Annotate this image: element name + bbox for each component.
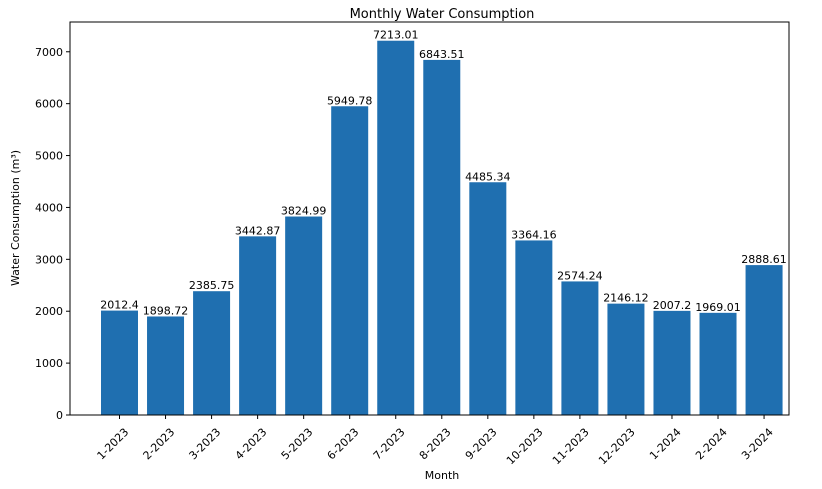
y-tick-label-2000: 2000: [35, 305, 63, 318]
bar-3-2023: [193, 291, 231, 415]
x-tick-label-8-2023: 8-2023: [417, 426, 454, 463]
y-tick-label-7000: 7000: [35, 46, 63, 59]
x-tick-label-3-2023: 3-2023: [187, 426, 224, 463]
x-axis: 1-2023 2-2023 3-2023 4-2023 5-2023 6-2023 7-20…: [95, 415, 776, 467]
bar-5-2023: [285, 216, 323, 415]
data-label-11-2023: 2574.24: [557, 269, 603, 282]
data-label-1-2024: 2007.2: [653, 299, 692, 312]
data-label-3-2024: 2888.61: [741, 253, 787, 266]
plot-frame: [69, 21, 790, 416]
data-label-5-2023: 3824.99: [281, 205, 327, 218]
bar-1-2023: [101, 310, 138, 415]
x-tick-label-1-2024: 1-2024: [647, 426, 684, 463]
x-tick-label-3-2024: 3-2024: [739, 426, 776, 463]
bar-9-2023: [469, 182, 507, 415]
y-tick-label-3000: 3000: [35, 253, 63, 266]
data-label-6-2023: 5949.78: [327, 94, 373, 107]
data-label-3-2023: 2385.75: [189, 279, 235, 292]
x-tick-label-1-2023: 1-2023: [95, 426, 132, 463]
x-tick-label-11-2023: 11-2023: [550, 426, 592, 468]
x-tick-label-2-2024: 2-2024: [693, 426, 730, 463]
y-tick-label-1000: 1000: [35, 357, 63, 370]
bar-7-2023: [377, 40, 415, 416]
bar-12-2023: [607, 303, 645, 415]
y-tick-label-0: 0: [56, 409, 63, 422]
y-tick-label-4000: 4000: [35, 201, 63, 214]
x-tick-label-2-2023: 2-2023: [141, 426, 178, 463]
data-label-10-2023: 3364.16: [511, 228, 557, 241]
x-tick-label-5-2023: 5-2023: [279, 426, 316, 463]
data-label-2-2024: 1969.01: [695, 301, 741, 314]
y-axis: 0 1000 2000 3000 4000 5000 6000 7000: [35, 46, 70, 422]
bar-2-2024: [699, 312, 737, 415]
data-label-7-2023: 7213.01: [373, 29, 419, 42]
bar-1-2024: [653, 310, 691, 415]
chart-title: Monthly Water Consumption: [350, 7, 535, 22]
data-label-8-2023: 6843.51: [419, 48, 465, 61]
data-label-2-2023: 1898.72: [143, 304, 189, 317]
bar-3-2024: [745, 265, 783, 415]
y-tick-label-6000: 6000: [35, 98, 63, 111]
x-tick-label-12-2023: 12-2023: [596, 426, 638, 468]
x-tick-label-7-2023: 7-2023: [371, 426, 408, 463]
bar-8-2023: [423, 59, 461, 415]
data-label-9-2023: 4485.34: [465, 170, 511, 183]
x-tick-label-4-2023: 4-2023: [233, 426, 270, 463]
x-tick-label-10-2023: 10-2023: [504, 426, 546, 468]
bar-6-2023: [331, 106, 369, 415]
data-label-12-2023: 2146.12: [603, 292, 649, 305]
bar-4-2023: [239, 236, 277, 415]
bar-2-2023: [147, 316, 185, 415]
x-axis-label: Month: [425, 469, 460, 482]
y-tick-label-5000: 5000: [35, 150, 63, 163]
data-label-1-2023: 2012.4: [100, 299, 139, 312]
x-tick-label-9-2023: 9-2023: [463, 426, 500, 463]
bar-11-2023: [561, 281, 599, 415]
bar-10-2023: [515, 240, 553, 415]
x-tick-label-6-2023: 6-2023: [325, 426, 362, 463]
bars-group: [101, 40, 783, 416]
y-axis-label: Water Consumption (m³): [9, 150, 22, 286]
data-label-4-2023: 3442.87: [235, 224, 281, 237]
